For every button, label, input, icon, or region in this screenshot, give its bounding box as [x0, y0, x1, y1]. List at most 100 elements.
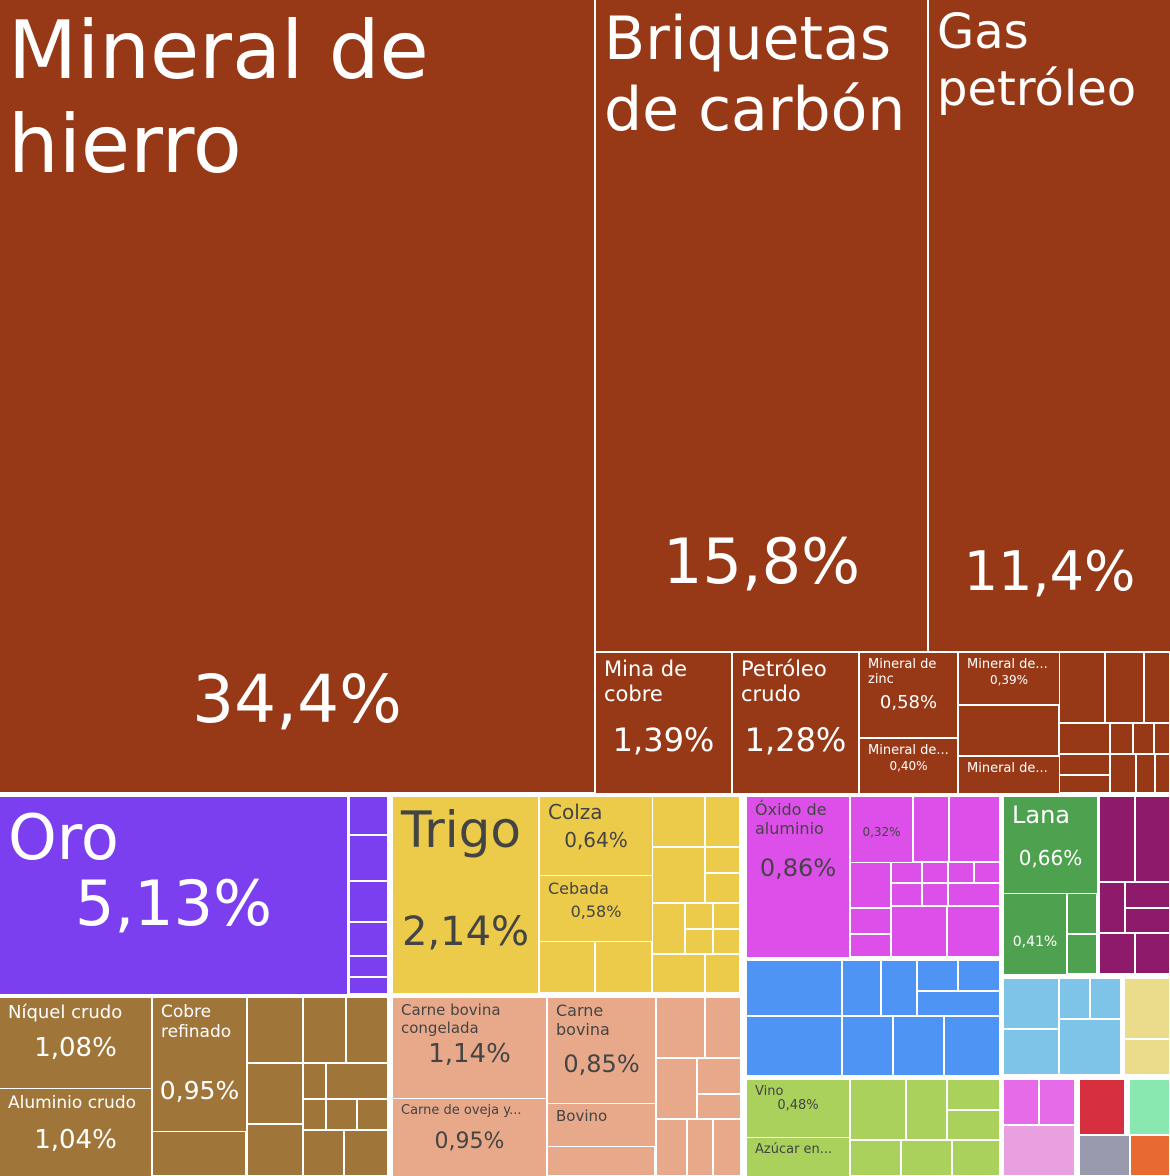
small-tile — [747, 1017, 841, 1075]
small-tile — [1004, 979, 1058, 1028]
small-tile — [596, 942, 651, 992]
small-tile — [950, 797, 999, 861]
small-tile — [350, 882, 387, 921]
small-tile — [1004, 1126, 1074, 1175]
tile-value: 0,66% — [1018, 846, 1083, 870]
tile: Aluminio crudo 1,04% — [0, 1089, 151, 1176]
small-tile — [1060, 724, 1109, 753]
small-tile — [657, 998, 704, 1057]
tile-label: Carne bovina — [556, 1001, 610, 1039]
tile-value: 1,28% — [744, 721, 847, 759]
small-tile — [304, 998, 345, 1062]
tile-value: 5,13% — [75, 867, 272, 940]
small-tile — [1100, 934, 1134, 973]
tile: Bovino — [548, 1104, 655, 1146]
small-tile — [1126, 883, 1169, 907]
small-tile — [714, 1120, 740, 1175]
small-tile — [918, 992, 999, 1015]
small-tile — [248, 998, 302, 1062]
small-tile — [153, 1132, 245, 1175]
tile-value: 0,58% — [879, 692, 938, 713]
tile: Gas petróleo 11,4% — [929, 0, 1170, 651]
tile-label: Colza — [548, 800, 603, 824]
small-tile — [714, 930, 739, 953]
small-tile — [1068, 935, 1096, 973]
tile: Mineral de hierro 34,4% — [0, 0, 594, 792]
small-tile — [304, 1100, 325, 1129]
small-tile — [1125, 979, 1169, 1038]
small-tile — [948, 1080, 999, 1109]
small-tile — [894, 1017, 943, 1075]
tile-label: Cobre refinado — [161, 1002, 232, 1043]
tile-label: Lana — [1012, 801, 1070, 829]
small-tile — [1060, 979, 1089, 1018]
small-tile — [1111, 755, 1135, 792]
tile-label: Bovino — [556, 1107, 608, 1125]
small-tile — [350, 797, 387, 834]
small-tile — [851, 935, 890, 956]
small-tile — [1156, 755, 1169, 792]
small-tile — [949, 863, 973, 882]
tile: Oro 5,13% — [0, 797, 347, 994]
tile-value: 0,95% — [159, 1075, 240, 1105]
tile-value: 0,85% — [563, 1050, 640, 1078]
small-tile — [706, 998, 740, 1057]
small-tile — [1134, 724, 1153, 753]
small-tile — [1091, 979, 1120, 1018]
small-tile — [1125, 1040, 1169, 1074]
small-tile — [945, 1017, 999, 1075]
tile-label: Briquetas de carbón — [604, 4, 906, 145]
tile-label: Oro — [8, 801, 119, 874]
small-tile — [706, 955, 739, 992]
small-tile — [1137, 755, 1154, 792]
small-tile — [1136, 934, 1169, 973]
small-tile — [653, 955, 704, 992]
small-tile — [327, 1064, 387, 1098]
small-tile — [1130, 1080, 1169, 1134]
tile-value: 2,14% — [401, 909, 530, 955]
tile: Mina de cobre 1,39% — [596, 653, 731, 793]
small-tile — [1126, 909, 1169, 932]
small-tile — [698, 1095, 740, 1118]
tile-label: Óxido de aluminio — [755, 800, 827, 838]
tile: 0,41% — [1004, 894, 1066, 974]
small-tile — [248, 1064, 302, 1123]
small-tile — [358, 1100, 387, 1129]
tile-label: Trigo — [401, 801, 521, 859]
tile-label: Mineral de... — [868, 743, 949, 758]
tile-label: Carne de oveja y... — [401, 1103, 522, 1118]
small-tile — [959, 706, 1058, 755]
tile-value: 34,4% — [192, 661, 402, 738]
tile: Briquetas de carbón 15,8% — [596, 0, 927, 651]
small-tile — [706, 874, 739, 902]
small-tile — [686, 930, 712, 953]
tile-label: Mineral de hierro — [8, 4, 429, 192]
tile-value: 0,95% — [434, 1129, 505, 1154]
tile: Carne bovina 0,85% — [548, 998, 655, 1103]
small-tile — [959, 961, 999, 990]
tile: Colza 0,64% — [540, 797, 652, 875]
small-tile — [1106, 653, 1143, 722]
small-tile — [698, 1059, 740, 1093]
tile-value: 1,14% — [428, 1039, 511, 1069]
tile-label: Mineral de... — [967, 761, 1048, 776]
small-tile — [923, 884, 947, 905]
tile: Níquel crudo 1,08% — [0, 998, 151, 1088]
tile: 0,32% — [851, 797, 912, 862]
small-tile — [1131, 1136, 1169, 1175]
small-tile — [1145, 653, 1169, 722]
small-tile — [1060, 776, 1109, 792]
small-tile — [1040, 1080, 1074, 1124]
small-tile — [851, 909, 890, 933]
tile-label: Vino — [755, 1084, 784, 1099]
small-tile — [1155, 724, 1169, 753]
small-tile — [657, 1120, 686, 1175]
tile: Vino 0,48% — [747, 1080, 849, 1137]
tile-value: 1,08% — [34, 1033, 117, 1063]
small-tile — [350, 978, 387, 993]
small-tile — [1004, 1030, 1058, 1074]
small-tile — [1004, 1080, 1038, 1124]
tile-value: 0,40% — [889, 759, 928, 773]
tile: Mineral de... 0,40% — [860, 739, 957, 793]
